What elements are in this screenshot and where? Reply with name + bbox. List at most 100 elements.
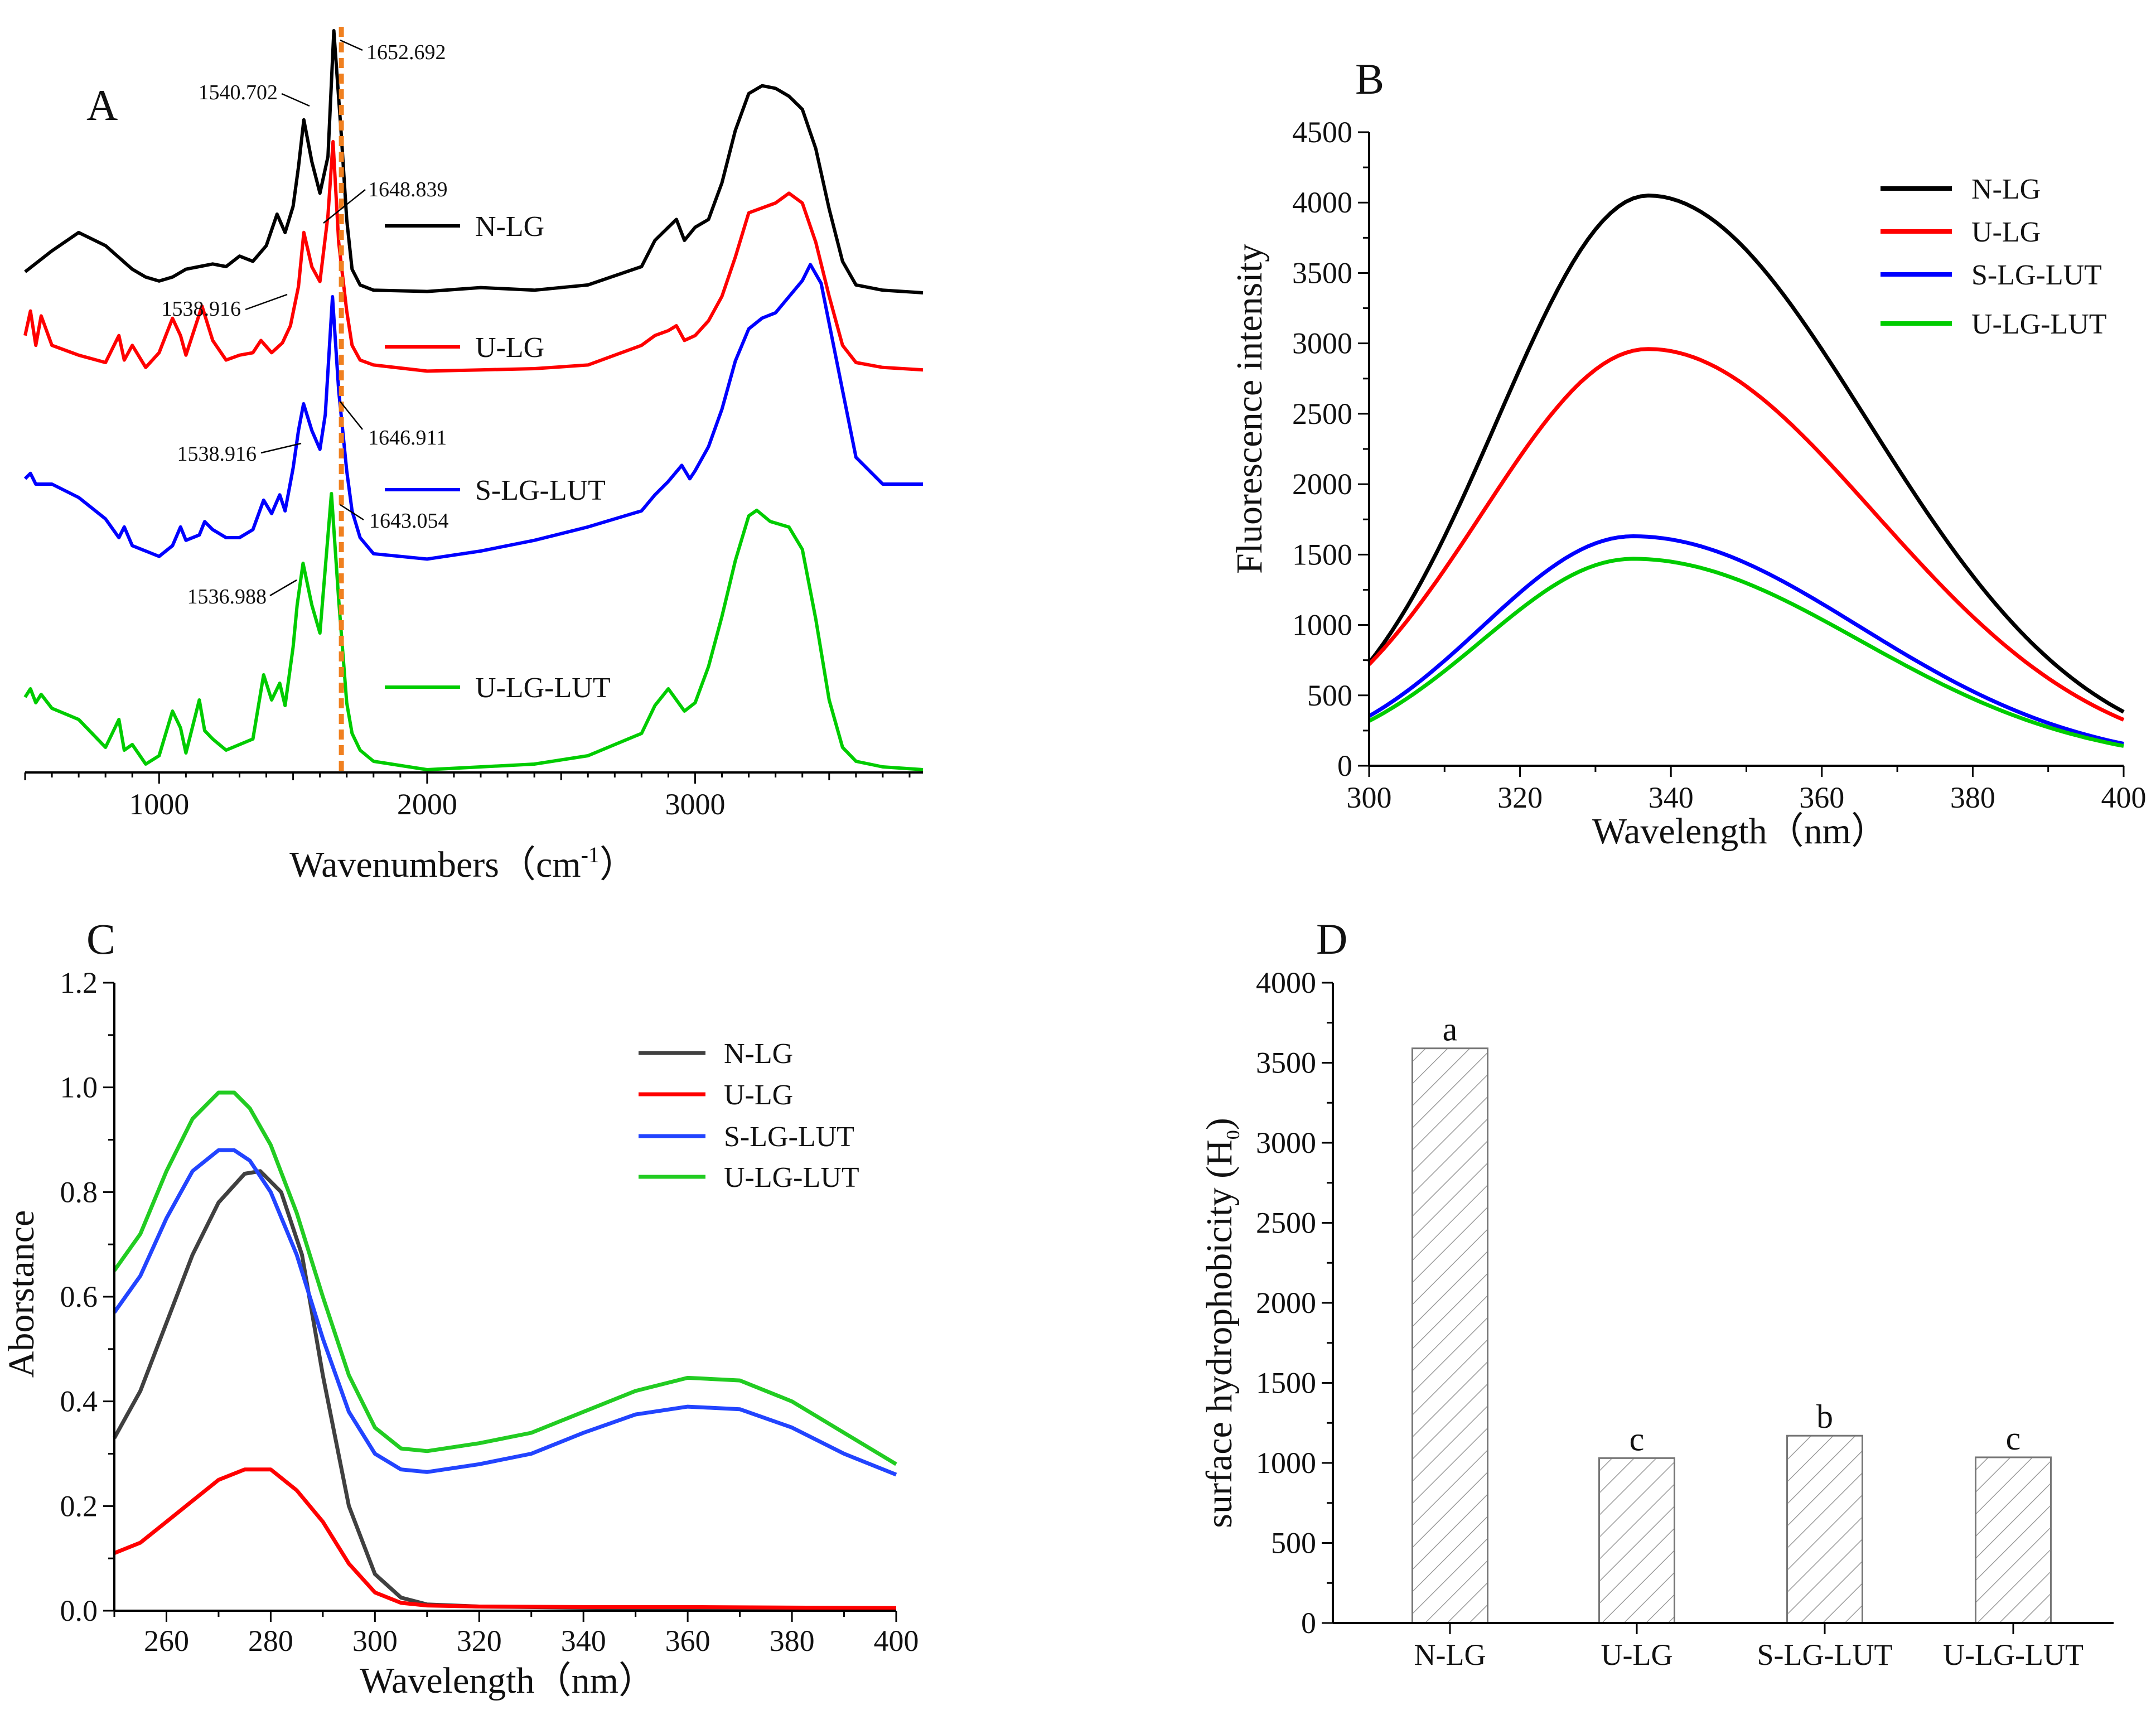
panel-b-legend-label: U-LG-LUT <box>1971 308 2107 340</box>
panel-c-y-tick-label: 0.6 <box>60 1280 98 1313</box>
panel-b-y-tick-label: 0 <box>1337 749 1352 782</box>
panel-d-significance-letter: c <box>2006 1420 2021 1457</box>
panel-d-letter: D <box>1316 915 1347 963</box>
panel-a-annotation-label: 1643.054 <box>369 509 449 533</box>
panel-b-y-tick-label: 1500 <box>1292 538 1352 571</box>
panel-c-curve-n-lg <box>112 1169 897 1611</box>
panel-a-annotation-leader <box>260 442 302 454</box>
panel-c-y-tick-label: 0.0 <box>60 1594 98 1627</box>
panel-b-legend-label: S-LG-LUT <box>1971 259 2102 291</box>
panel-a-annotation-label: 1646.911 <box>368 426 447 450</box>
panel-a-annotation-label: 1540.702 <box>199 81 278 104</box>
panel-d-y-axis-label: surface hydrophobicity (H0) <box>1199 1118 1244 1528</box>
panel-c-curve-s-lg-lut <box>113 1148 897 1477</box>
panel-a-annotation-leader <box>340 39 363 51</box>
panel-d-bar-u-lg-lut <box>1975 1456 2052 1624</box>
panel-b-x-tick-label: 340 <box>1649 781 1694 814</box>
panel-c-y-tick-label: 1.2 <box>60 966 98 999</box>
panel-b-y-tick-label: 2500 <box>1292 397 1352 431</box>
panel-d-y-tick-label: 1000 <box>1256 1446 1316 1480</box>
panel-b-plot: 0 500 1000 1500 2000 2500 3000 3500 4000 4500 300 3… <box>1292 115 2147 814</box>
panel-a-legend-label: N-LG <box>475 211 544 243</box>
panel-c-legend-label: U-LG <box>724 1079 793 1111</box>
panel-c-y-tick-label: 0.2 <box>60 1489 98 1523</box>
panel-c-legend-label: U-LG-LUT <box>724 1162 859 1194</box>
panel-d-y-tick-label: 2000 <box>1256 1286 1316 1320</box>
panel-d-bar-n-lg <box>1411 1047 1488 1624</box>
panel-b-legend-label: N-LG <box>1971 173 2041 205</box>
panel-a-annotation-label: 1648.839 <box>368 178 448 201</box>
panel-d-y-tick-label: 3500 <box>1256 1046 1316 1080</box>
panel-b-x-tick-label: 320 <box>1497 781 1543 814</box>
panel-c-x-axis-label: Wavelength（nm） <box>360 1660 655 1701</box>
panel-b-legend-label: U-LG <box>1971 216 2041 248</box>
panel-d-y-tick-label: 4000 <box>1256 966 1316 999</box>
panel-a-annotation-leader <box>340 504 364 521</box>
panel-b-letter: B <box>1355 55 1384 103</box>
panel-a-annotation-leader <box>340 401 363 430</box>
panel-b-curve-u-lg <box>1367 347 2125 722</box>
panel-c-curve-u-lg-lut <box>113 1090 897 1466</box>
panel-a-annotation-label: 1538.916 <box>177 442 257 466</box>
panel-a-annotation-leader <box>323 189 366 224</box>
panel-a-annotation-leader <box>269 579 297 597</box>
panel-a-x-axis: 1000 2000 3000 <box>24 771 923 821</box>
panel-d-y-tick-label: 1500 <box>1256 1366 1316 1400</box>
panel-b-y-tick-label: 4000 <box>1292 186 1352 219</box>
panel-b-curve-s-lg-lut <box>1368 534 2124 746</box>
panel-a-trace-s-lg-lut <box>23 263 923 561</box>
panel-b-x-tick-label: 400 <box>2101 781 2147 814</box>
panel-d: D a N-LG c U-LG b S-LG-LUT c U-LG-LUT 0 500 1000 15… <box>1199 915 2114 1672</box>
panel-d-x-tick-label: N-LG <box>1414 1638 1486 1672</box>
panel-c-legend-label: N-LG <box>724 1038 793 1070</box>
panel-c-y-tick-label: 1.0 <box>60 1071 98 1104</box>
panel-d-x-tick-label: U-LG-LUT <box>1943 1638 2084 1672</box>
panel-a: A 1652.692 1540.702 1648.839 1538.916 1646.9… <box>23 27 924 885</box>
panel-c-x-tick-label: 320 <box>457 1624 502 1658</box>
panel-c-x-tick-label: 260 <box>144 1624 189 1658</box>
panel-d-y-tick-label: 500 <box>1271 1527 1316 1560</box>
panel-d-significance-letter: a <box>1443 1011 1458 1048</box>
panel-c-x-tick-label: 380 <box>770 1624 815 1658</box>
panel-a-annotation-label: 1652.692 <box>366 41 446 64</box>
panel-a-annotation-label: 1538.916 <box>162 297 241 321</box>
panel-c-x-tick-label: 360 <box>665 1624 710 1658</box>
panel-b-x-tick-label: 380 <box>1950 781 1995 814</box>
panel-b-curve-u-lg-lut <box>1368 557 2124 748</box>
panel-c-legend-label: S-LG-LUT <box>724 1121 854 1153</box>
panel-d-x-tick-label: S-LG-LUT <box>1757 1638 1893 1672</box>
panel-a-legend: N-LG U-LG S-LG-LUT U-LG-LUT <box>385 211 611 704</box>
panel-a-x-tick-label: 3000 <box>665 788 725 821</box>
panel-a-x-tick-label: 2000 <box>397 788 457 821</box>
panel-a-trace-n-lg <box>24 29 924 294</box>
panel-b-y-tick-label: 500 <box>1307 679 1352 712</box>
panel-d-bar-u-lg <box>1598 1457 1675 1624</box>
panel-c-y-tick-label: 0.4 <box>60 1385 98 1418</box>
panel-a-x-tick-label: 1000 <box>129 788 189 821</box>
panel-a-annotation-leader <box>245 293 288 311</box>
panel-c: C 0.0 0.2 0.4 0.6 0.8 1.0 1.2 260 280 300 320 340 36… <box>1 915 919 1701</box>
panel-a-letter: A <box>86 81 118 129</box>
panel-d-y-tick-label: 0 <box>1301 1606 1316 1640</box>
panel-b-y-tick-label: 3000 <box>1292 327 1352 360</box>
panel-a-annotations: 1652.692 1540.702 1648.839 1538.916 1646.911… <box>162 39 449 608</box>
panel-b-y-tick-label: 2000 <box>1292 467 1352 501</box>
panel-b-x-tick-label: 360 <box>1799 781 1844 814</box>
panel-b-y-tick-label: 3500 <box>1292 256 1352 289</box>
panel-c-letter: C <box>86 915 115 963</box>
panel-b-x-tick-label: 300 <box>1347 781 1392 814</box>
panel-a-trace-u-lg <box>23 140 924 373</box>
panel-c-x-tick-label: 340 <box>561 1624 606 1658</box>
panel-b: B 0 500 1000 1500 2000 2500 3000 3500 4000 4500 30… <box>1229 55 2147 852</box>
panel-b-y-tick-label: 4500 <box>1292 115 1352 149</box>
panel-d-y-tick-label: 3000 <box>1256 1126 1316 1160</box>
panel-a-legend-label: U-LG <box>475 332 544 364</box>
panel-a-trace-u-lg-lut <box>23 492 924 771</box>
panel-d-plot: a N-LG c U-LG b S-LG-LUT c U-LG-LUT 0 500 1000 1500… <box>1256 966 2114 1672</box>
panel-a-legend-label: U-LG-LUT <box>475 672 611 704</box>
panel-b-x-axis-label: Wavelength（nm） <box>1592 811 1888 852</box>
panel-c-x-tick-label: 300 <box>352 1624 398 1658</box>
panel-d-x-tick-label: U-LG <box>1601 1638 1673 1672</box>
panel-a-legend-label: S-LG-LUT <box>475 475 606 506</box>
